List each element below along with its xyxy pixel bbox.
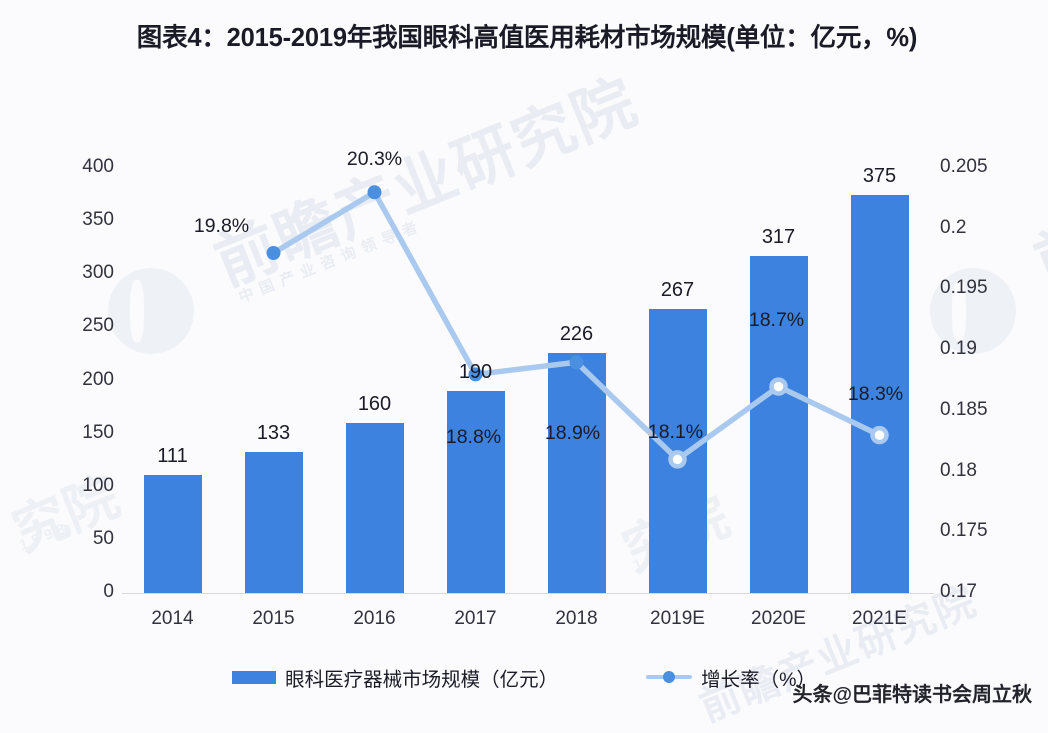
bar-value-label: 133 [256, 421, 291, 444]
line-value-label: 20.3% [346, 148, 403, 171]
bar-value-label: 267 [660, 279, 695, 302]
y-axis-right-tick: 0.18 [940, 459, 977, 481]
y-axis-left-tick: 400 [82, 156, 114, 177]
x-axis-tick: 2015 [252, 608, 295, 629]
legend-item-line[interactable]: 增长率（%） [646, 663, 816, 692]
bar-value-label: 160 [357, 393, 392, 415]
legend-bar-label: 眼科医疗器械市场规模（亿元） [285, 668, 559, 691]
legend-item-bar[interactable]: 眼科医疗器械市场规模（亿元） [232, 663, 558, 692]
line-value-label: 19.8% [193, 215, 250, 237]
bar-2020E [749, 256, 808, 593]
x-axis-tick: 2016 [353, 608, 396, 629]
bar-value-label: 317 [761, 226, 796, 249]
bar-2018 [547, 352, 606, 593]
y-axis-right-tick: 0.195 [940, 277, 988, 299]
y-axis-right-tick: 0.175 [940, 520, 988, 542]
watermark-footer-text: 头条@巴菲特读书会周立秋 [792, 684, 1032, 706]
bar-value-label: 226 [559, 322, 594, 345]
y-axis-left-tick: 350 [82, 209, 114, 231]
line-value-label: 18.1% [647, 421, 704, 444]
line-value-label: 18.8% [445, 426, 502, 449]
bar-2016 [345, 423, 404, 593]
legend-bar-swatch-icon [232, 670, 277, 684]
watermark-brand-right: 前瞻产业研究院 [1025, 67, 1048, 299]
legend-line-label: 增长率（%） [701, 668, 816, 691]
x-axis-tick: 2020E [751, 608, 806, 629]
bar-2014 [143, 475, 202, 593]
bar-value-label: 111 [157, 445, 188, 468]
line-value-label: 18.3% [847, 383, 904, 406]
y-axis-left-tick: 50 [92, 527, 114, 549]
y-axis-left-tick: 0 [103, 581, 114, 602]
chart-legend: 眼科医疗器械市场规模（亿元） 增长率（%） [0, 660, 1048, 694]
chart-title: 图表4：2015-2019年我国眼科高值医用耗材市场规模(单位：亿元，%) [136, 24, 918, 52]
line-value-label: 18.7% [748, 308, 805, 331]
x-axis-tick: 2018 [555, 608, 598, 629]
bar-value-label: 375 [862, 164, 897, 187]
y-axis-left-tick: 100 [82, 474, 114, 496]
line-value-label: 18.9% [544, 422, 601, 445]
x-axis-tick: 2014 [151, 608, 194, 629]
y-axis-right-tick: 0.205 [940, 156, 988, 177]
legend-line-swatch-icon [646, 671, 693, 683]
y-axis-right-tick: 0.19 [940, 338, 977, 360]
y-axis-left-tick: 250 [82, 315, 114, 337]
y-axis-right-tick: 0.2 [940, 216, 967, 238]
bar-2019E [648, 309, 707, 593]
y-axis-left-tick: 150 [82, 421, 114, 443]
x-axis-tick: 2021E [852, 608, 907, 629]
y-axis-right-tick: 0.17 [940, 581, 977, 602]
y-axis-right-tick: 0.185 [940, 398, 988, 420]
x-axis-line [122, 593, 934, 594]
bar-value-label: 190 [458, 361, 493, 384]
x-axis-tick: 2019E [650, 608, 705, 629]
bar-2015 [244, 451, 303, 593]
y-axis-left-tick: 200 [82, 368, 114, 390]
x-axis-tick: 2017 [454, 608, 497, 629]
y-axis-left-tick: 300 [82, 262, 114, 284]
bar-2017 [446, 391, 505, 593]
